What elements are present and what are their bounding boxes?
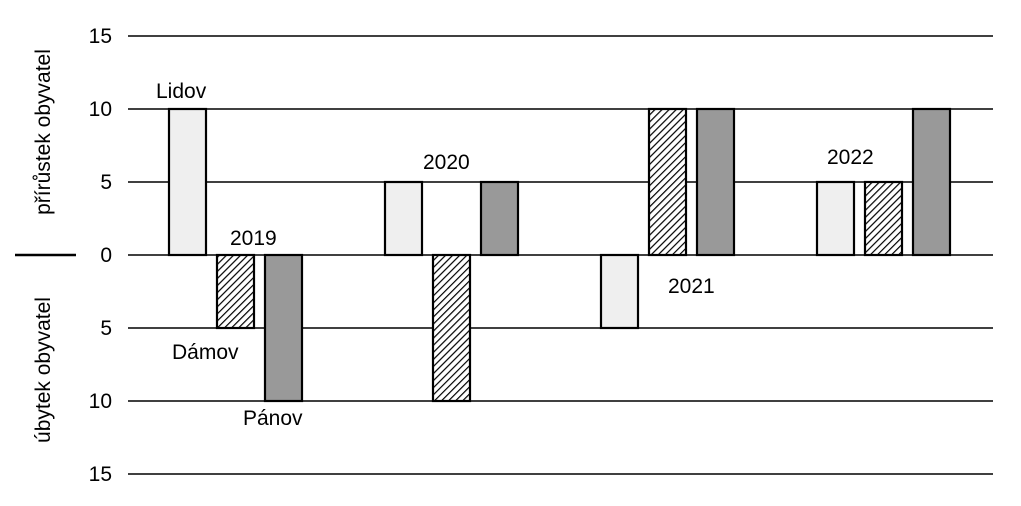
y-tick-label: 15 [89,25,112,48]
annotations: 2019 2020 2021 2022 Lidov Dámov Pánov [156,80,874,430]
y-tick-labels: 15 10 5 0 5 10 15 [89,25,112,486]
year-label-2020: 2020 [423,151,470,174]
bar-d-mov-2019 [215,253,256,330]
y-tick-label: 0 [100,244,112,267]
series-label-lidov: Lidov [156,80,207,103]
year-label-2021: 2021 [668,275,715,298]
year-label-2019: 2019 [230,227,277,250]
bar-p-nov-2019 [263,253,304,403]
bar-lidov-2022 [815,180,856,257]
year-label-2022: 2022 [827,146,874,169]
bar-d-mov-2021 [647,107,688,257]
y-axis-title-positive: přírůstek obyvatel [32,49,55,215]
y-tick-label: 15 [89,463,112,486]
y-tick-label: 10 [89,98,112,121]
series-label-d-mov: Dámov [172,341,239,364]
bar-d-mov-2022 [863,180,904,257]
bar-lidov-2021 [599,253,640,330]
bars [167,107,952,403]
y-axis-title-negative: úbytek obyvatel [32,297,55,443]
bar-p-nov-2021 [695,107,736,257]
y-tick-label: 5 [100,171,112,194]
bar-lidov-2020 [383,180,424,257]
bar-lidov-2019 [167,107,208,257]
bar-p-nov-2020 [479,180,520,257]
bar-d-mov-2020 [431,253,472,403]
y-tick-label: 10 [89,390,112,413]
series-label-p-nov: Pánov [243,407,303,430]
bar-p-nov-2022 [911,107,952,257]
y-tick-label: 5 [100,317,112,340]
